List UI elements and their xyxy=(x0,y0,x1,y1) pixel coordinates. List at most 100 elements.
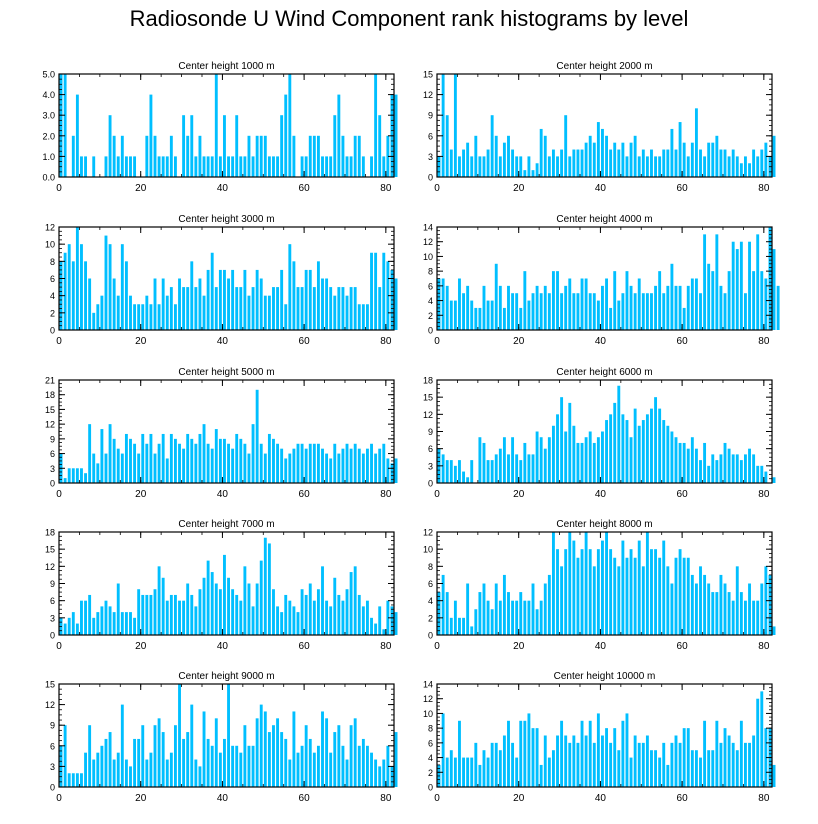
histogram-bar xyxy=(370,443,373,483)
histogram-bar xyxy=(547,437,551,483)
histogram-bar xyxy=(202,295,206,330)
histogram-bar xyxy=(304,594,308,635)
histogram-bar xyxy=(161,732,165,787)
y-tick-label: 2.0 xyxy=(42,131,55,141)
histogram-bar xyxy=(100,429,104,483)
histogram-bar xyxy=(625,420,629,483)
histogram-bar xyxy=(75,227,79,330)
histogram-bar xyxy=(194,287,198,330)
histogram-bar xyxy=(243,156,247,177)
histogram-bar xyxy=(173,594,177,635)
x-tick-label: 40 xyxy=(595,183,607,194)
histogram-bar xyxy=(157,156,161,177)
histogram-bar xyxy=(75,623,79,635)
histogram-bar xyxy=(699,149,702,177)
histogram-bar xyxy=(752,271,756,330)
histogram-bar xyxy=(462,471,465,483)
histogram-bar xyxy=(613,271,617,330)
histogram-bar xyxy=(247,583,251,635)
histogram-bar xyxy=(370,752,373,787)
histogram-bar xyxy=(292,135,296,177)
histogram-bar xyxy=(288,244,292,330)
histogram-bar xyxy=(445,460,449,483)
histogram-bar xyxy=(637,278,641,330)
histogram-bar xyxy=(169,433,173,483)
histogram-bar xyxy=(584,532,588,635)
histogram-bar xyxy=(345,443,349,483)
y-tick-label: 0.0 xyxy=(42,173,55,183)
histogram-bar xyxy=(654,156,658,177)
histogram-bar xyxy=(682,557,686,635)
histogram-bar xyxy=(474,609,478,635)
histogram-bar xyxy=(337,94,341,177)
histogram-bar xyxy=(84,752,87,787)
histogram-bar xyxy=(739,163,743,177)
histogram-bar xyxy=(80,600,83,635)
histogram-bar xyxy=(239,600,243,635)
histogram-bar xyxy=(316,135,320,177)
histogram-bar xyxy=(296,443,300,483)
y-tick-label: 8 xyxy=(428,267,433,277)
histogram-bar xyxy=(308,269,312,330)
histogram-bar xyxy=(519,307,523,330)
histogram-bar xyxy=(641,149,645,177)
histogram-bar xyxy=(329,287,333,330)
histogram-bar xyxy=(760,271,764,330)
histogram-bar xyxy=(547,574,551,635)
histogram-bar xyxy=(198,433,202,483)
histogram-bar xyxy=(116,448,120,483)
histogram-bar xyxy=(458,156,461,177)
histogram-bar xyxy=(519,720,523,787)
histogram-bar xyxy=(361,738,365,787)
y-tick-label: 9 xyxy=(50,579,55,589)
histogram-bar xyxy=(719,454,723,483)
histogram-bar xyxy=(707,750,711,787)
histogram-bar xyxy=(145,594,149,635)
histogram-bar xyxy=(321,156,324,177)
histogram-bar xyxy=(498,285,502,330)
histogram-bar xyxy=(641,742,645,787)
histogram-bar xyxy=(645,735,649,787)
x-tick-label: 40 xyxy=(217,489,229,500)
histogram-bar xyxy=(650,293,653,330)
histogram-bar xyxy=(715,460,719,483)
histogram-bar xyxy=(694,583,698,635)
histogram-bar xyxy=(124,433,128,483)
histogram-bar xyxy=(453,757,457,787)
y-tick-label: 14 xyxy=(423,223,433,233)
histogram-bar xyxy=(178,684,181,787)
histogram-bar xyxy=(112,759,116,787)
x-tick-label: 20 xyxy=(513,641,525,652)
histogram-bar xyxy=(292,448,296,483)
histogram-bar xyxy=(190,594,194,635)
histogram-bar xyxy=(498,156,502,177)
histogram-bar xyxy=(378,766,382,787)
histogram-bar xyxy=(588,135,592,177)
histogram-bar xyxy=(715,135,719,177)
histogram-bar xyxy=(515,293,519,330)
histogram-bar xyxy=(255,269,259,330)
histogram-bar xyxy=(165,295,169,330)
histogram-bar xyxy=(564,735,568,787)
histogram-bar xyxy=(756,234,760,330)
histogram-bar xyxy=(715,234,719,330)
histogram-bar xyxy=(357,594,361,635)
histogram-bar xyxy=(596,549,600,635)
histogram-bar xyxy=(719,742,723,787)
histogram-bar xyxy=(71,612,75,635)
y-tick-label: 18 xyxy=(45,528,55,538)
histogram-bar xyxy=(543,583,547,635)
histogram-bar xyxy=(662,149,666,177)
histogram-bar xyxy=(535,728,539,787)
x-tick-label: 20 xyxy=(135,793,147,804)
y-tick-label: 12 xyxy=(423,410,433,420)
histogram-bar xyxy=(564,115,568,177)
histogram-bar xyxy=(502,437,506,483)
histogram-bar xyxy=(129,295,132,330)
histogram-bar xyxy=(690,437,694,483)
histogram-bar xyxy=(104,453,108,483)
histogram-bar xyxy=(333,732,337,787)
histogram-bar xyxy=(678,122,682,177)
chart-panel: Center height 4000 m 0 20 40 60 80 0 2 4 6 8 10 12 14 xyxy=(423,214,780,347)
histogram-bar xyxy=(374,759,378,787)
